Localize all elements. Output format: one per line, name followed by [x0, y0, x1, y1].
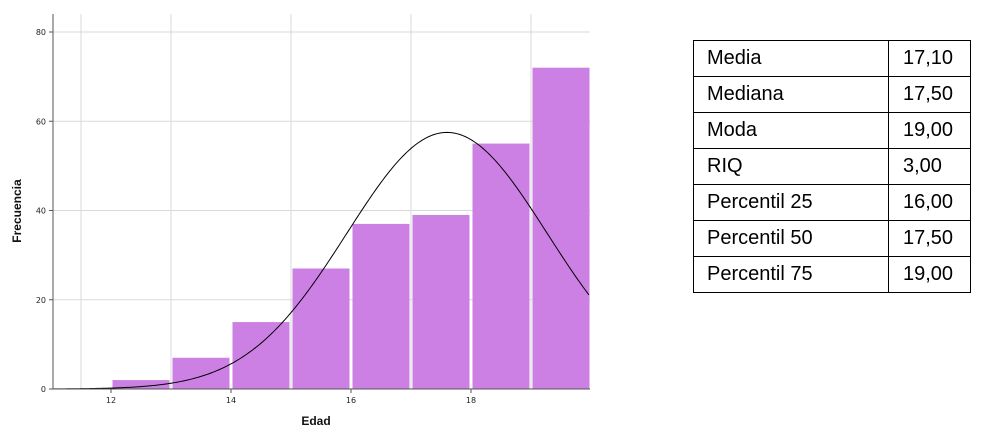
y-tick-label: 20 [36, 296, 46, 305]
statistics-table: Media 17,10 Mediana 17,50 Moda 19,00 RIQ 3,00 Pe… [693, 40, 971, 293]
histogram-bar [172, 357, 230, 389]
histogram-bars [112, 67, 590, 389]
y-tick-label: 80 [36, 28, 46, 37]
y-tick-label: 60 [36, 117, 46, 126]
stats-label: Percentil 75 [693, 256, 889, 293]
stats-row: RIQ 3,00 [693, 148, 971, 185]
stats-row: Mediana 17,50 [693, 76, 971, 113]
grid-lines [53, 14, 590, 390]
stats-label: RIQ [693, 148, 889, 185]
histogram-chart: 0 20 40 60 80 12 14 16 18 Edad Frecuencia [10, 14, 590, 428]
histogram-bar [352, 223, 410, 389]
stats-value: 17,50 [888, 76, 971, 113]
x-axis-title: Edad [301, 414, 330, 428]
stats-row: Percentil 75 19,00 [693, 256, 971, 293]
stats-label: Moda [693, 112, 889, 149]
x-tick-labels: 12 14 16 18 [106, 389, 476, 405]
stats-value: 19,00 [888, 256, 971, 293]
y-tick-labels: 0 20 40 60 80 [36, 28, 53, 394]
y-tick-label: 0 [41, 385, 46, 394]
histogram-bar [292, 268, 350, 389]
histogram-bar [232, 322, 290, 389]
stats-value: 3,00 [888, 148, 971, 185]
normal-curve [52, 131, 590, 390]
stats-value: 17,10 [888, 40, 971, 77]
x-tick-label: 14 [226, 396, 236, 405]
stats-label: Percentil 50 [693, 220, 889, 257]
stats-label: Percentil 25 [693, 184, 889, 221]
histogram-bar [112, 380, 170, 389]
stats-label: Mediana [693, 76, 889, 113]
stats-row: Percentil 50 17,50 [693, 220, 971, 257]
stats-value: 17,50 [888, 220, 971, 257]
y-tick-label: 40 [36, 207, 46, 216]
histogram-bar [412, 214, 470, 389]
y-axis-title: Frecuencia [10, 179, 24, 243]
stats-value: 16,00 [888, 184, 971, 221]
stats-label: Media [693, 40, 889, 77]
stats-row: Media 17,10 [693, 40, 971, 77]
stats-value: 19,00 [888, 112, 971, 149]
x-tick-label: 12 [106, 396, 116, 405]
x-tick-label: 18 [466, 396, 476, 405]
stats-row: Percentil 25 16,00 [693, 184, 971, 221]
x-tick-label: 16 [346, 396, 356, 405]
histogram-bar [472, 143, 530, 389]
histogram-bar [532, 67, 590, 389]
stats-row: Moda 19,00 [693, 112, 971, 149]
